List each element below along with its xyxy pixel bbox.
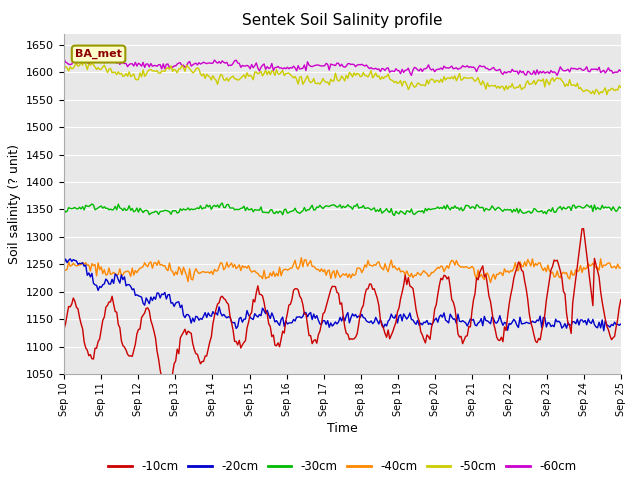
-10cm: [578, 226, 586, 232]
-10cm: [617, 297, 625, 302]
-40cm: [254, 271, 262, 276]
-30cm: [218, 200, 226, 206]
-10cm: [60, 326, 68, 332]
Legend: -10cm, -20cm, -30cm, -40cm, -50cm, -60cm: -10cm, -20cm, -30cm, -40cm, -50cm, -60cm: [104, 455, 581, 478]
-60cm: [305, 62, 313, 68]
-20cm: [255, 312, 263, 317]
-50cm: [603, 92, 611, 97]
-30cm: [589, 209, 596, 215]
-40cm: [226, 262, 234, 268]
-50cm: [228, 74, 236, 80]
-20cm: [67, 256, 74, 262]
-50cm: [617, 84, 625, 90]
X-axis label: Time: Time: [327, 421, 358, 434]
-60cm: [255, 68, 263, 74]
-40cm: [298, 255, 305, 261]
-40cm: [617, 265, 625, 271]
-10cm: [255, 291, 263, 297]
-50cm: [81, 57, 88, 63]
-50cm: [60, 65, 68, 71]
-50cm: [246, 72, 254, 78]
-40cm: [60, 268, 68, 274]
Title: Sentek Soil Salinity profile: Sentek Soil Salinity profile: [242, 13, 443, 28]
-50cm: [588, 91, 595, 96]
-30cm: [60, 206, 68, 212]
-30cm: [129, 205, 136, 211]
-60cm: [60, 56, 68, 62]
-40cm: [129, 265, 136, 271]
-40cm: [305, 260, 313, 266]
-30cm: [228, 205, 236, 211]
-10cm: [305, 333, 313, 338]
-20cm: [130, 286, 138, 292]
Line: -30cm: -30cm: [64, 203, 621, 216]
-10cm: [129, 353, 136, 359]
Line: -40cm: -40cm: [64, 258, 621, 283]
-10cm: [163, 384, 170, 389]
-60cm: [617, 68, 625, 74]
Line: -20cm: -20cm: [64, 259, 621, 331]
Line: -60cm: -60cm: [64, 58, 621, 75]
-50cm: [130, 71, 138, 77]
-30cm: [246, 207, 254, 213]
-60cm: [228, 62, 236, 68]
-20cm: [228, 319, 236, 324]
-30cm: [390, 213, 398, 218]
-60cm: [246, 66, 254, 72]
-30cm: [617, 205, 625, 211]
-40cm: [486, 280, 494, 286]
-40cm: [589, 260, 596, 266]
Line: -50cm: -50cm: [64, 60, 621, 95]
-60cm: [408, 72, 415, 78]
-60cm: [130, 63, 138, 69]
Line: -10cm: -10cm: [64, 229, 621, 386]
-20cm: [60, 260, 68, 266]
-10cm: [246, 312, 254, 318]
-10cm: [589, 303, 596, 309]
Y-axis label: Soil salinity (? unit): Soil salinity (? unit): [8, 144, 20, 264]
-20cm: [600, 328, 607, 334]
-30cm: [255, 207, 263, 213]
-10cm: [228, 320, 236, 325]
-40cm: [244, 263, 252, 269]
-20cm: [305, 311, 313, 317]
-50cm: [255, 70, 263, 76]
-60cm: [589, 66, 596, 72]
-20cm: [617, 321, 625, 327]
-20cm: [246, 314, 254, 320]
-30cm: [305, 207, 313, 213]
-60cm: [79, 55, 86, 61]
-20cm: [588, 321, 595, 326]
-50cm: [305, 78, 313, 84]
Text: BA_met: BA_met: [75, 49, 122, 59]
